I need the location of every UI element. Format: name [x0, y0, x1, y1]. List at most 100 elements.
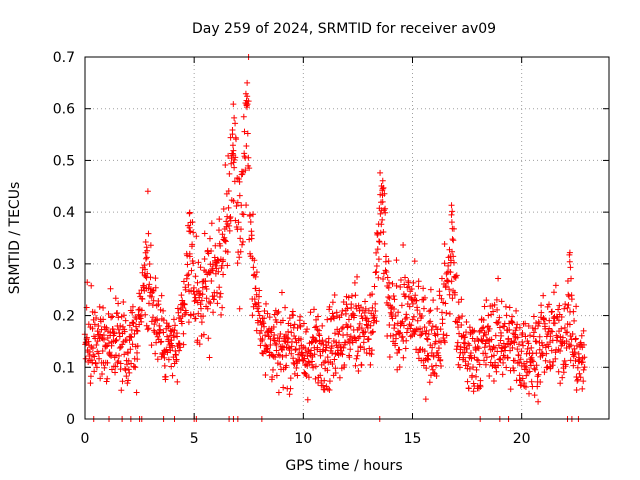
data-point — [279, 317, 286, 324]
data-point — [255, 293, 262, 300]
data-point — [184, 261, 191, 268]
data-point — [270, 353, 277, 360]
data-point — [419, 328, 426, 335]
data-point — [116, 344, 123, 351]
data-point — [115, 314, 122, 321]
data-point — [319, 322, 326, 329]
data-point — [396, 364, 403, 371]
data-point — [287, 385, 294, 392]
data-point — [474, 343, 481, 350]
data-point — [362, 328, 369, 335]
data-point — [361, 309, 368, 316]
data-point — [129, 319, 136, 326]
data-point — [213, 265, 220, 272]
data-point — [284, 339, 291, 346]
data-point — [177, 344, 184, 351]
data-point — [408, 322, 415, 329]
data-point — [555, 306, 562, 313]
data-point — [372, 269, 379, 276]
data-point — [475, 357, 482, 364]
data-point — [275, 389, 282, 396]
data-point — [184, 272, 191, 279]
y-tick-label: 0.2 — [53, 309, 75, 325]
data-point — [352, 362, 359, 369]
data-point — [458, 321, 465, 328]
data-point — [573, 386, 580, 393]
data-point — [523, 350, 530, 357]
data-point — [574, 377, 581, 384]
data-point — [393, 257, 400, 264]
data-point — [427, 286, 434, 293]
data-point — [262, 342, 269, 349]
data-point — [363, 321, 370, 328]
data-point — [287, 375, 294, 382]
data-point — [241, 128, 248, 135]
data-point — [338, 325, 345, 332]
data-point — [180, 341, 187, 348]
data-point — [558, 313, 565, 320]
data-point — [263, 346, 270, 353]
data-point — [323, 344, 330, 351]
data-point — [567, 264, 574, 271]
data-point — [486, 373, 493, 380]
data-point — [158, 338, 165, 345]
data-point — [373, 249, 380, 256]
data-point — [577, 341, 584, 348]
data-point — [247, 211, 254, 218]
data-point — [441, 241, 448, 247]
data-point — [131, 363, 138, 370]
data-point — [446, 291, 453, 298]
data-point — [532, 366, 539, 373]
data-point — [172, 322, 179, 329]
data-point — [448, 211, 455, 218]
data-point — [562, 361, 569, 368]
data-point — [330, 314, 337, 321]
data-point — [500, 359, 507, 366]
data-point — [560, 369, 567, 376]
y-tick-label: 0.7 — [53, 50, 75, 66]
data-point — [104, 375, 111, 382]
data-point — [252, 285, 259, 292]
data-point — [379, 216, 386, 223]
data-point — [447, 269, 454, 276]
data-point — [506, 326, 513, 333]
data-point — [256, 287, 263, 294]
data-point — [354, 273, 361, 280]
data-point — [117, 322, 124, 329]
data-point — [176, 340, 183, 347]
data-point — [390, 306, 397, 313]
data-point — [206, 354, 213, 361]
data-point — [540, 316, 547, 323]
data-point — [470, 364, 477, 371]
data-point — [173, 356, 180, 363]
data-point — [194, 337, 201, 344]
data-point — [226, 227, 233, 234]
data-point — [286, 315, 293, 322]
data-point — [124, 380, 131, 387]
data-point — [242, 167, 249, 174]
data-point — [550, 289, 557, 296]
data-point — [271, 337, 278, 344]
data-point — [464, 378, 471, 385]
data-point — [498, 348, 505, 355]
data-point — [452, 274, 459, 281]
data-point — [439, 316, 446, 323]
data-point — [488, 311, 495, 318]
data-point — [125, 366, 132, 373]
data-point — [244, 93, 251, 100]
data-point — [417, 332, 424, 339]
data-point — [132, 364, 139, 371]
data-point — [160, 317, 167, 324]
data-point — [221, 237, 228, 244]
data-point — [240, 113, 247, 120]
data-point — [326, 386, 333, 393]
data-point — [86, 348, 93, 355]
data-point — [514, 346, 521, 353]
data-point — [261, 315, 268, 322]
data-point — [437, 356, 444, 363]
data-point — [157, 306, 164, 313]
data-point — [259, 336, 266, 343]
data-point — [129, 341, 136, 348]
data-point — [559, 374, 566, 381]
data-point — [380, 276, 387, 283]
